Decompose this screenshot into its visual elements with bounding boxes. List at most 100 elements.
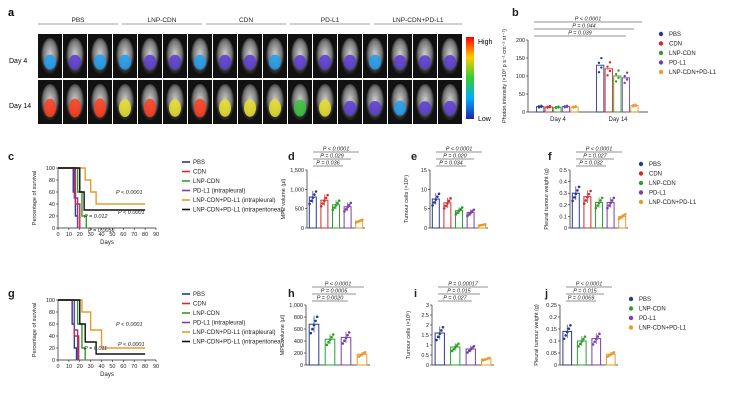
data-point <box>344 207 348 211</box>
luminescence-signal <box>419 101 431 115</box>
data-point <box>623 81 626 85</box>
y-tick-label: 2 <box>426 323 429 329</box>
y-tick-label: 60 <box>49 190 55 196</box>
y-tick-label: 400 <box>294 339 303 345</box>
y-tick-label: 60 <box>49 322 55 328</box>
x-tick-label: Day 14 <box>608 117 628 123</box>
panel-d-letter: d <box>288 151 295 163</box>
data-point <box>625 78 629 81</box>
x-tick-label: 0 <box>56 232 59 238</box>
x-tick-label: 70 <box>131 232 137 238</box>
luminescence-signal <box>444 100 456 116</box>
legend-label: LNP-CDN+PD-L1 <box>639 326 687 332</box>
legend-swatch <box>628 315 634 321</box>
bar <box>604 68 613 113</box>
p-value: P < 0.0001 <box>323 147 350 153</box>
legend-swatch <box>638 161 644 167</box>
data-point <box>436 335 440 339</box>
legend-swatch <box>628 296 634 302</box>
y-tick-label: 80 <box>49 310 55 316</box>
bar <box>544 106 553 113</box>
bar <box>596 64 605 113</box>
y-tick-label: 1 <box>426 343 429 349</box>
p-value: P = 0.039 <box>568 31 592 37</box>
row-label-day14: Day 14 <box>9 103 31 110</box>
luminescence-signal <box>169 99 181 117</box>
legend-label: PBS <box>639 297 651 303</box>
group-label: CDN <box>239 17 253 24</box>
data-point <box>606 65 609 68</box>
data-point <box>554 105 558 109</box>
data-point <box>472 208 476 212</box>
y-tick-label: 0.1 <box>549 339 557 345</box>
y-tick-label: 0 <box>554 363 557 369</box>
legend-label: CDN <box>649 172 662 178</box>
legend-swatch <box>658 41 664 46</box>
y-tick-label: 100 <box>516 74 525 80</box>
legend-label: PBS <box>193 292 205 298</box>
data-point <box>584 199 588 202</box>
luminescence-signal <box>69 98 81 118</box>
p-value: P = 0.034 <box>439 161 463 167</box>
legend-swatch <box>658 31 664 37</box>
data-point <box>447 199 451 203</box>
data-point <box>469 348 473 351</box>
p-value: P = 0.020 <box>443 154 467 160</box>
legend-label: PBS <box>193 160 205 166</box>
panel-a-imaging: a PBS LNP-CDN CDN PD-L1 LNP-CDN+PD-L1 Day 4 … <box>8 7 493 124</box>
data-point <box>574 192 578 196</box>
data-point <box>347 203 351 207</box>
panel-g-chart: g 0 20 40 60 80 100 Percentage of survival 0 10 20… <box>8 288 284 378</box>
p-value: P = 0.032 <box>579 161 603 167</box>
p-value: P = 0.044 <box>572 24 596 30</box>
y-tick-label: 10 <box>421 187 427 193</box>
group-label: LNP-CDN <box>148 17 177 24</box>
p-value: P < 0.0001 <box>325 282 352 288</box>
p-value: P = 0.027 <box>443 296 467 302</box>
luminescence-signal <box>219 99 231 117</box>
y-tick-label: 3 <box>426 303 429 309</box>
luminescence-signal <box>144 98 156 118</box>
data-point <box>321 202 325 205</box>
legend-label: LNP-CDN+PD-L1 (intraperitoneal) <box>193 208 284 214</box>
panel-c-chart: c 0 20 40 60 80 100 Percentage of survival 0 10 20… <box>8 151 284 246</box>
bar <box>630 105 639 113</box>
legend-label: PD-L1 <box>669 61 687 67</box>
luminescence-signal <box>369 101 381 115</box>
legend-label: LNP-CDN+PD-L1 <box>649 200 697 206</box>
data-point <box>346 205 349 209</box>
legend-label: PD-L1 <box>649 191 667 197</box>
data-point <box>436 195 439 198</box>
legend-label: CDN <box>669 42 682 48</box>
data-point <box>589 189 592 193</box>
p-value: P = 0.0056 <box>88 228 115 234</box>
legend-swatch <box>628 306 634 311</box>
data-point <box>472 344 476 348</box>
survival-curve <box>58 167 88 228</box>
data-point <box>309 199 313 203</box>
legend-label: PD-L1 (intrapleural) <box>193 189 245 195</box>
data-point <box>563 105 566 108</box>
data-point <box>466 214 469 218</box>
p-value: P < 0.0001 <box>118 342 145 348</box>
data-point <box>572 196 576 199</box>
data-point <box>363 350 367 354</box>
y-tick-label: 0 <box>522 110 525 116</box>
y-tick-label: 0.2 <box>549 315 557 321</box>
luminescence-signal <box>44 98 56 118</box>
bar <box>561 106 571 113</box>
data-point <box>314 319 317 323</box>
y-tick-label: 20 <box>49 214 55 220</box>
p-value: P < 0.0001 <box>446 147 473 153</box>
y-tick-label: 1.5 <box>421 333 429 339</box>
data-point <box>444 204 448 208</box>
data-point <box>617 76 620 80</box>
data-point <box>311 327 314 331</box>
luminescence-signal <box>144 54 156 70</box>
x-axis-label: Days <box>100 372 114 378</box>
y-axis-label: Photon intensity (×10⁸ p s⁻¹ cm⁻² sr⁻¹) <box>501 29 508 123</box>
panel-b-chart: b 0 50 100 150 200 Photon intensity (×10⁸ p s⁻… <box>501 7 717 123</box>
legend-label: LNP-CDN+PD-L1 (intraperitoneal) <box>193 340 284 346</box>
data-point <box>323 199 326 203</box>
data-point <box>614 73 618 76</box>
